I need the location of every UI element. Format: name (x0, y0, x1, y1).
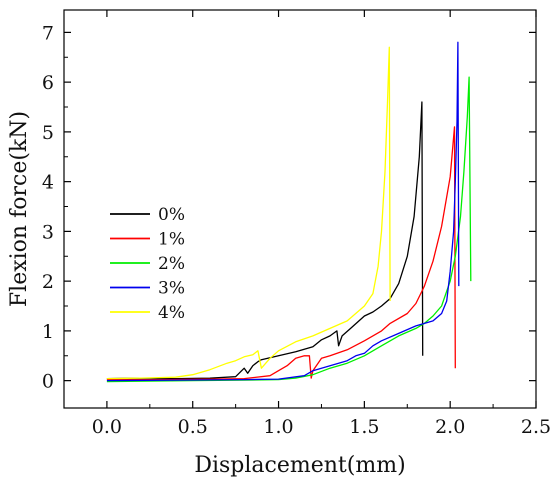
y-tick-label: 2 (42, 271, 54, 293)
x-tick-label: 1.0 (263, 416, 293, 438)
legend-label: 0% (158, 205, 185, 225)
tick-labels: 0.0 0.5 1.0 1.5 2.0 2.5 0 1 2 3 4 5 6 7 (42, 22, 550, 438)
series-line (106, 101, 424, 380)
y-tick-label: 5 (42, 122, 54, 144)
plot-area (106, 41, 472, 383)
x-tick-label: 2.0 (435, 416, 465, 438)
plot-frame (63, 9, 537, 409)
series-line (106, 126, 456, 381)
series-line (106, 41, 460, 382)
y-tick-label: 1 (42, 321, 54, 343)
y-tick-label: 6 (42, 72, 54, 94)
y-axis-title: Flexion force(kN) (7, 111, 32, 307)
y-tick-label: 4 (42, 172, 54, 194)
legend-label: 3% (158, 279, 185, 299)
y-tick-label: 3 (42, 221, 54, 243)
x-axis-title: Displacement(mm) (194, 453, 405, 478)
legend-label: 4% (158, 303, 185, 323)
x-tick-label: 1.5 (349, 416, 379, 438)
legend-label: 1% (158, 230, 185, 250)
legend: 0% 1% 2% 3% 4% (110, 205, 185, 323)
y-tick-label: 0 (42, 371, 54, 393)
series-line (106, 46, 391, 380)
axis-ticks (64, 10, 537, 408)
series-line (106, 76, 472, 383)
y-tick-label: 7 (42, 22, 54, 44)
legend-label: 2% (158, 254, 185, 274)
x-tick-label: 0.0 (92, 416, 122, 438)
x-tick-label: 2.5 (521, 416, 550, 438)
x-tick-label: 0.5 (178, 416, 208, 438)
